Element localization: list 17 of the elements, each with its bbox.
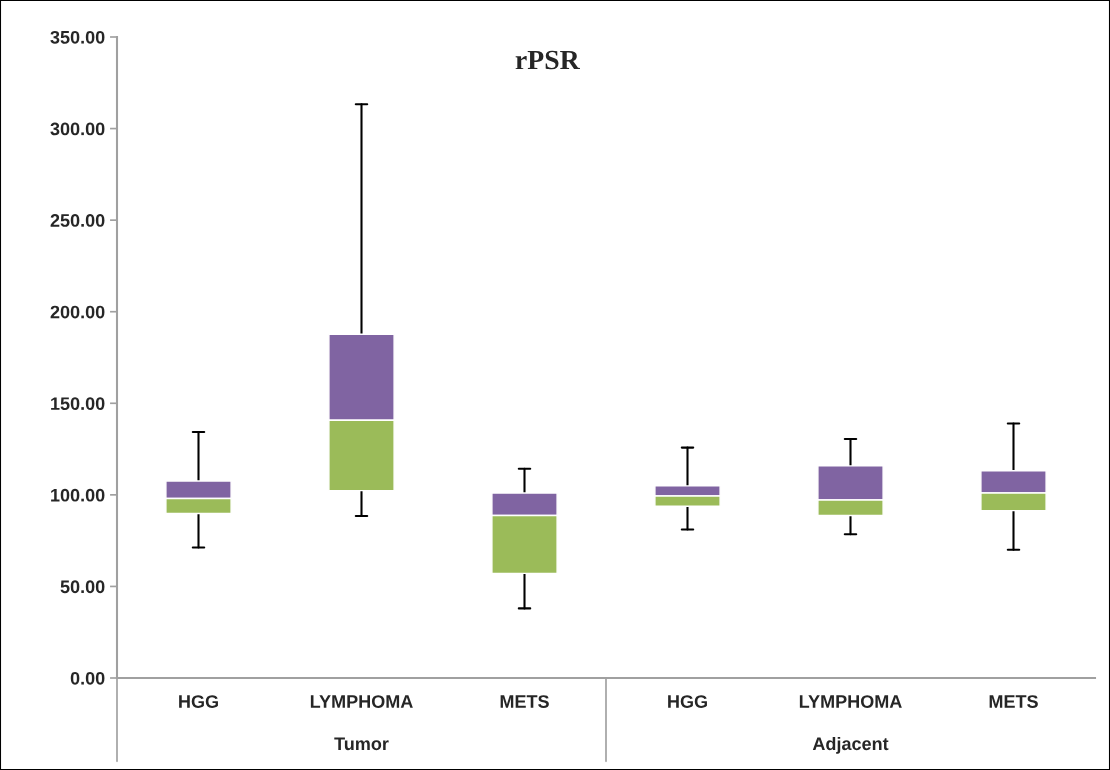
y-tick-label: 200.00 — [50, 305, 105, 319]
x-tick-label: LYMPHOMA — [310, 695, 413, 708]
y-tick-label: 350.00 — [50, 30, 105, 44]
chart-title: rPSR — [515, 50, 580, 70]
y-tick-label: 0.00 — [70, 671, 105, 685]
text: Adjacent — [812, 736, 889, 754]
y-tick-label: 150.00 — [51, 397, 105, 411]
text: Tumor — [334, 737, 389, 751]
x-tick-label: HGG — [179, 695, 218, 708]
y-tick-label: 250.00 — [50, 214, 105, 227]
x-tick-label: HGG — [668, 695, 707, 708]
x-tick-label: METS — [500, 695, 549, 708]
y-tick-label: 100.00 — [51, 488, 105, 502]
x-tick-label: LYMPHOMA — [799, 695, 902, 708]
x-tick-label: METS — [989, 695, 1038, 708]
y-tick-label: 50.00 — [60, 580, 105, 594]
y-tick-label: 300.00 — [50, 122, 105, 136]
